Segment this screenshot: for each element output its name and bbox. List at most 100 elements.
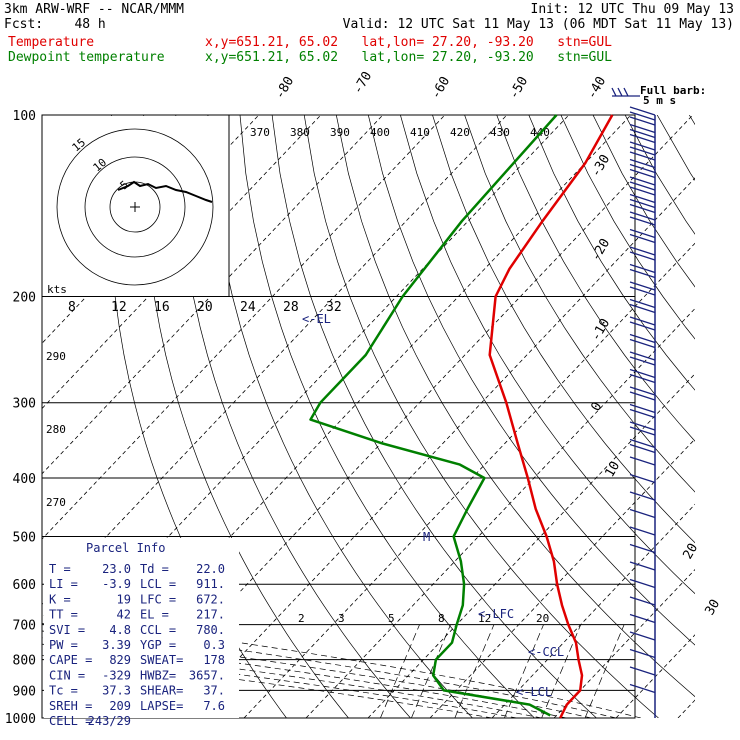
mixing-ratio-label: 2 [298,612,305,625]
wind-barb-icon [629,228,656,239]
parcel-row-value: 23.0 [102,562,131,576]
wind-barb-icon [629,168,656,179]
wind-barb-icon [629,181,656,191]
wind-barb-icon [629,526,656,536]
wind-barb-icon [629,351,656,361]
wind-barb-icon [629,198,656,209]
mixing-ratio-label: 20 [536,612,549,625]
wind-barb-icon [629,251,656,261]
wind-barb-icon [629,186,656,196]
pressure-tick-label: 200 [13,291,36,306]
wind-barb-icon [629,333,656,344]
wind-barb-icon [629,286,656,296]
pressure-tick-label: 400 [13,472,36,487]
parcel-row-label: LFC = [140,592,176,606]
pressure-tick-label: 100 [13,109,36,124]
annotation-el: <-EL [302,312,331,326]
hodograph-speed-label: 24 [240,300,256,315]
hodograph-speed-label: 16 [154,300,170,315]
isotherm-line [42,115,508,605]
pressure-tick-label: 800 [13,654,36,669]
parcel-row-value: 780. [196,623,225,637]
parcel-info-box [44,538,239,718]
wind-barb-icon [629,203,656,214]
plot-area [42,115,695,718]
hodograph-speed-label: 12 [111,300,127,315]
valid-time: Valid: 12 UTC Sat 11 May 13 (06 MDT Sat … [342,17,734,32]
parcel-row-label: SWEAT= [140,653,183,667]
barb-legend-units: 5 m s [643,94,676,107]
wind-barb-icon [629,543,656,554]
parcel-row-value: 829 [109,653,131,667]
wind-barb-icon [629,216,656,226]
mixing-ratio-line [380,624,420,718]
mixing-ratio-line [584,624,625,718]
parcel-row-value: 178 [203,653,225,667]
isotherm-label: -70 [350,69,375,97]
wind-barb-icon [629,211,656,221]
init-time: Init: 12 UTC Thu 09 May 13 [530,2,735,17]
wind-barb-icon [629,391,656,401]
wind-barb-icon [629,193,656,204]
parcel-row-value: 217. [196,608,225,622]
isotherm-line [42,115,384,475]
pressure-tick-label: 600 [13,578,36,593]
wind-barb-icon [629,133,656,144]
hodograph-ring [84,156,186,258]
hodograph-speed-label: 32 [326,300,342,315]
isotherm-line [181,177,695,718]
wind-barb-icon [629,683,656,694]
theta-label: 430 [490,126,510,139]
wind-barb-icon [629,631,656,641]
parcel-row-label: LAPSE= [140,699,183,713]
hodograph-speed-label: 8 [68,300,76,315]
annotation-lfc: <-LFC [478,607,514,621]
wind-barb-icon [629,456,656,466]
annotation-lcl: <-LCL [516,685,552,699]
theta-side-label: 280 [46,423,66,436]
temperature-station-info: x,y=651.21, 65.02 lat,lon= 27.20, -93.20… [205,35,612,50]
theta-label: 380 [290,126,310,139]
dry-adiabat [239,115,535,718]
isotherm-line [119,115,694,718]
dry-adiabat [271,115,597,718]
wind-barb-icon [629,123,656,134]
dry-adiabat [367,115,695,646]
parcel-row-value: 42 [117,608,131,622]
dry-adiabat [528,115,695,391]
isotherm-line [243,242,695,718]
wind-barb-icon [629,613,656,624]
pressure-tick-label: 900 [13,684,36,699]
wind-barb-icon [629,298,656,309]
wind-barb-icon [629,163,656,174]
isotherm-line [42,115,570,671]
temperature-legend: Temperature [8,35,95,50]
isotherm-line [491,503,695,718]
moist-adiabat [42,637,567,718]
parcel-row-value: 22.0 [196,562,225,576]
hodograph-trace [117,180,213,203]
dry-adiabat [175,115,411,718]
dry-adiabat [464,115,695,493]
parcel-row-value: 37.3 [102,684,131,698]
wind-barb-icon [629,356,656,366]
wind-barb-icon [629,408,656,419]
theta-label: 400 [370,126,390,139]
mixing-ratio-label: 5 [388,612,395,625]
pressure-tick-label: 300 [13,397,36,412]
dry-adiabat [303,115,659,718]
theta-label: 370 [250,126,270,139]
mixing-ratio-line [411,624,451,718]
parcel-row-value: 672. [196,592,225,606]
mixing-ratio-line [454,624,495,718]
isotherm-line [305,307,695,718]
parcel-row-label: TT = [49,608,78,622]
moist-adiabat [42,630,592,718]
wind-barb-icon [629,421,656,431]
mixing-ratio-label: 12 [478,612,491,625]
isotherm-label: -80 [272,74,297,102]
wind-barb-icon [629,578,656,589]
parcel-row-label: K = [49,592,71,606]
parcel-row-label: Tc = [49,684,78,698]
plot-frame [41,114,636,719]
